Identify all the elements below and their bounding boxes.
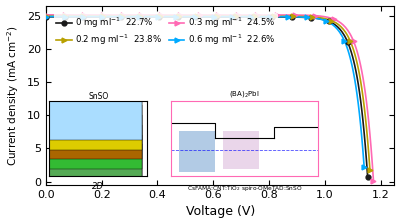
- Y-axis label: Current density (mA cm$^{-2}$): Current density (mA cm$^{-2}$): [6, 25, 21, 166]
- Legend: 0 mg ml$^{-1}$  22.7%, 0.2 mg ml$^{-1}$  23.8%, 0.3 mg ml$^{-1}$  24.5%, 0.6 mg : 0 mg ml$^{-1}$ 22.7%, 0.2 mg ml$^{-1}$ 2…: [54, 13, 278, 50]
- X-axis label: Voltage (V): Voltage (V): [186, 205, 255, 218]
